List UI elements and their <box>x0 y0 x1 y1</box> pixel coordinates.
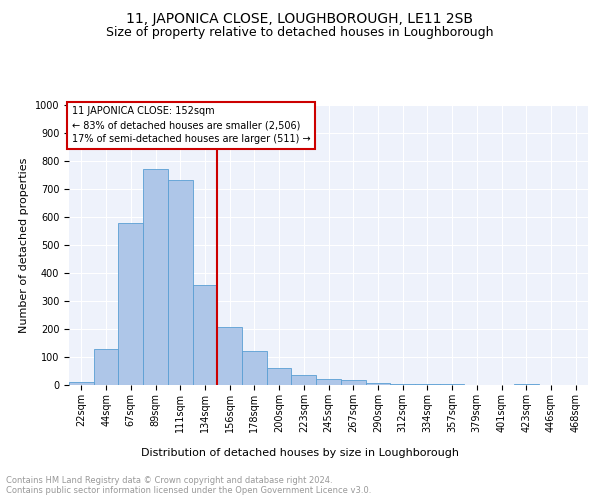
Text: Size of property relative to detached houses in Loughborough: Size of property relative to detached ho… <box>106 26 494 39</box>
Text: 11 JAPONICA CLOSE: 152sqm
← 83% of detached houses are smaller (2,506)
17% of se: 11 JAPONICA CLOSE: 152sqm ← 83% of detac… <box>71 106 310 144</box>
Bar <box>143 170 168 385</box>
Bar <box>292 375 316 385</box>
Text: 11, JAPONICA CLOSE, LOUGHBOROUGH, LE11 2SB: 11, JAPONICA CLOSE, LOUGHBOROUGH, LE11 2… <box>127 12 473 26</box>
Bar <box>341 380 365 385</box>
Text: Contains public sector information licensed under the Open Government Licence v3: Contains public sector information licen… <box>6 486 371 495</box>
Bar <box>390 384 415 385</box>
Bar <box>94 349 118 385</box>
Bar <box>69 382 94 385</box>
Bar <box>118 223 143 385</box>
Y-axis label: Number of detached properties: Number of detached properties <box>19 158 29 332</box>
Bar <box>193 285 217 385</box>
Bar <box>440 384 464 385</box>
Bar <box>267 368 292 385</box>
Bar <box>168 180 193 385</box>
Bar <box>514 384 539 385</box>
Bar <box>316 380 341 385</box>
Bar <box>217 327 242 385</box>
Bar <box>415 384 440 385</box>
Text: Distribution of detached houses by size in Loughborough: Distribution of detached houses by size … <box>141 448 459 458</box>
Text: Contains HM Land Registry data © Crown copyright and database right 2024.: Contains HM Land Registry data © Crown c… <box>6 476 332 485</box>
Bar <box>242 352 267 385</box>
Bar <box>365 383 390 385</box>
